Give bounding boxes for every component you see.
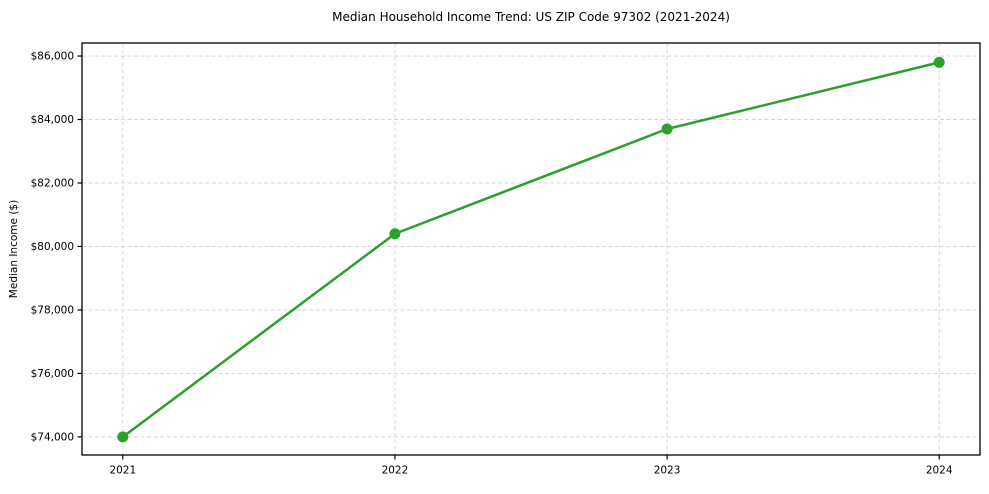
x-tick-label: 2022 (382, 465, 409, 477)
y-tick-label: $82,000 (31, 178, 74, 190)
x-tick-label: 2021 (109, 465, 136, 477)
y-axis-label: Median Income ($) (8, 200, 20, 298)
plot-border (81, 42, 981, 456)
trend-line (121, 61, 941, 439)
data-series-layer (117, 56, 945, 443)
x-tick-label: 2024 (926, 465, 953, 477)
y-tick-label: $84,000 (31, 114, 74, 126)
y-tick-label: $86,000 (31, 51, 74, 63)
data-point-2022 (389, 228, 401, 240)
chart-title: Median Household Income Trend: US ZIP Co… (332, 10, 730, 24)
y-tick-label: $74,000 (31, 432, 74, 444)
y-tick-label: $80,000 (31, 241, 74, 253)
grid-layer (82, 43, 980, 455)
data-point-2021 (117, 431, 129, 443)
data-point-2024 (933, 56, 945, 68)
x-tick-label: 2023 (654, 465, 681, 477)
y-tick-label: $78,000 (31, 305, 74, 317)
y-tick-label: $76,000 (31, 368, 74, 380)
data-point-2023 (661, 123, 673, 135)
axis-tick-layer: $74,000 $76,000 $78,000 $80,000 $82,000 $84,0… (31, 51, 953, 477)
